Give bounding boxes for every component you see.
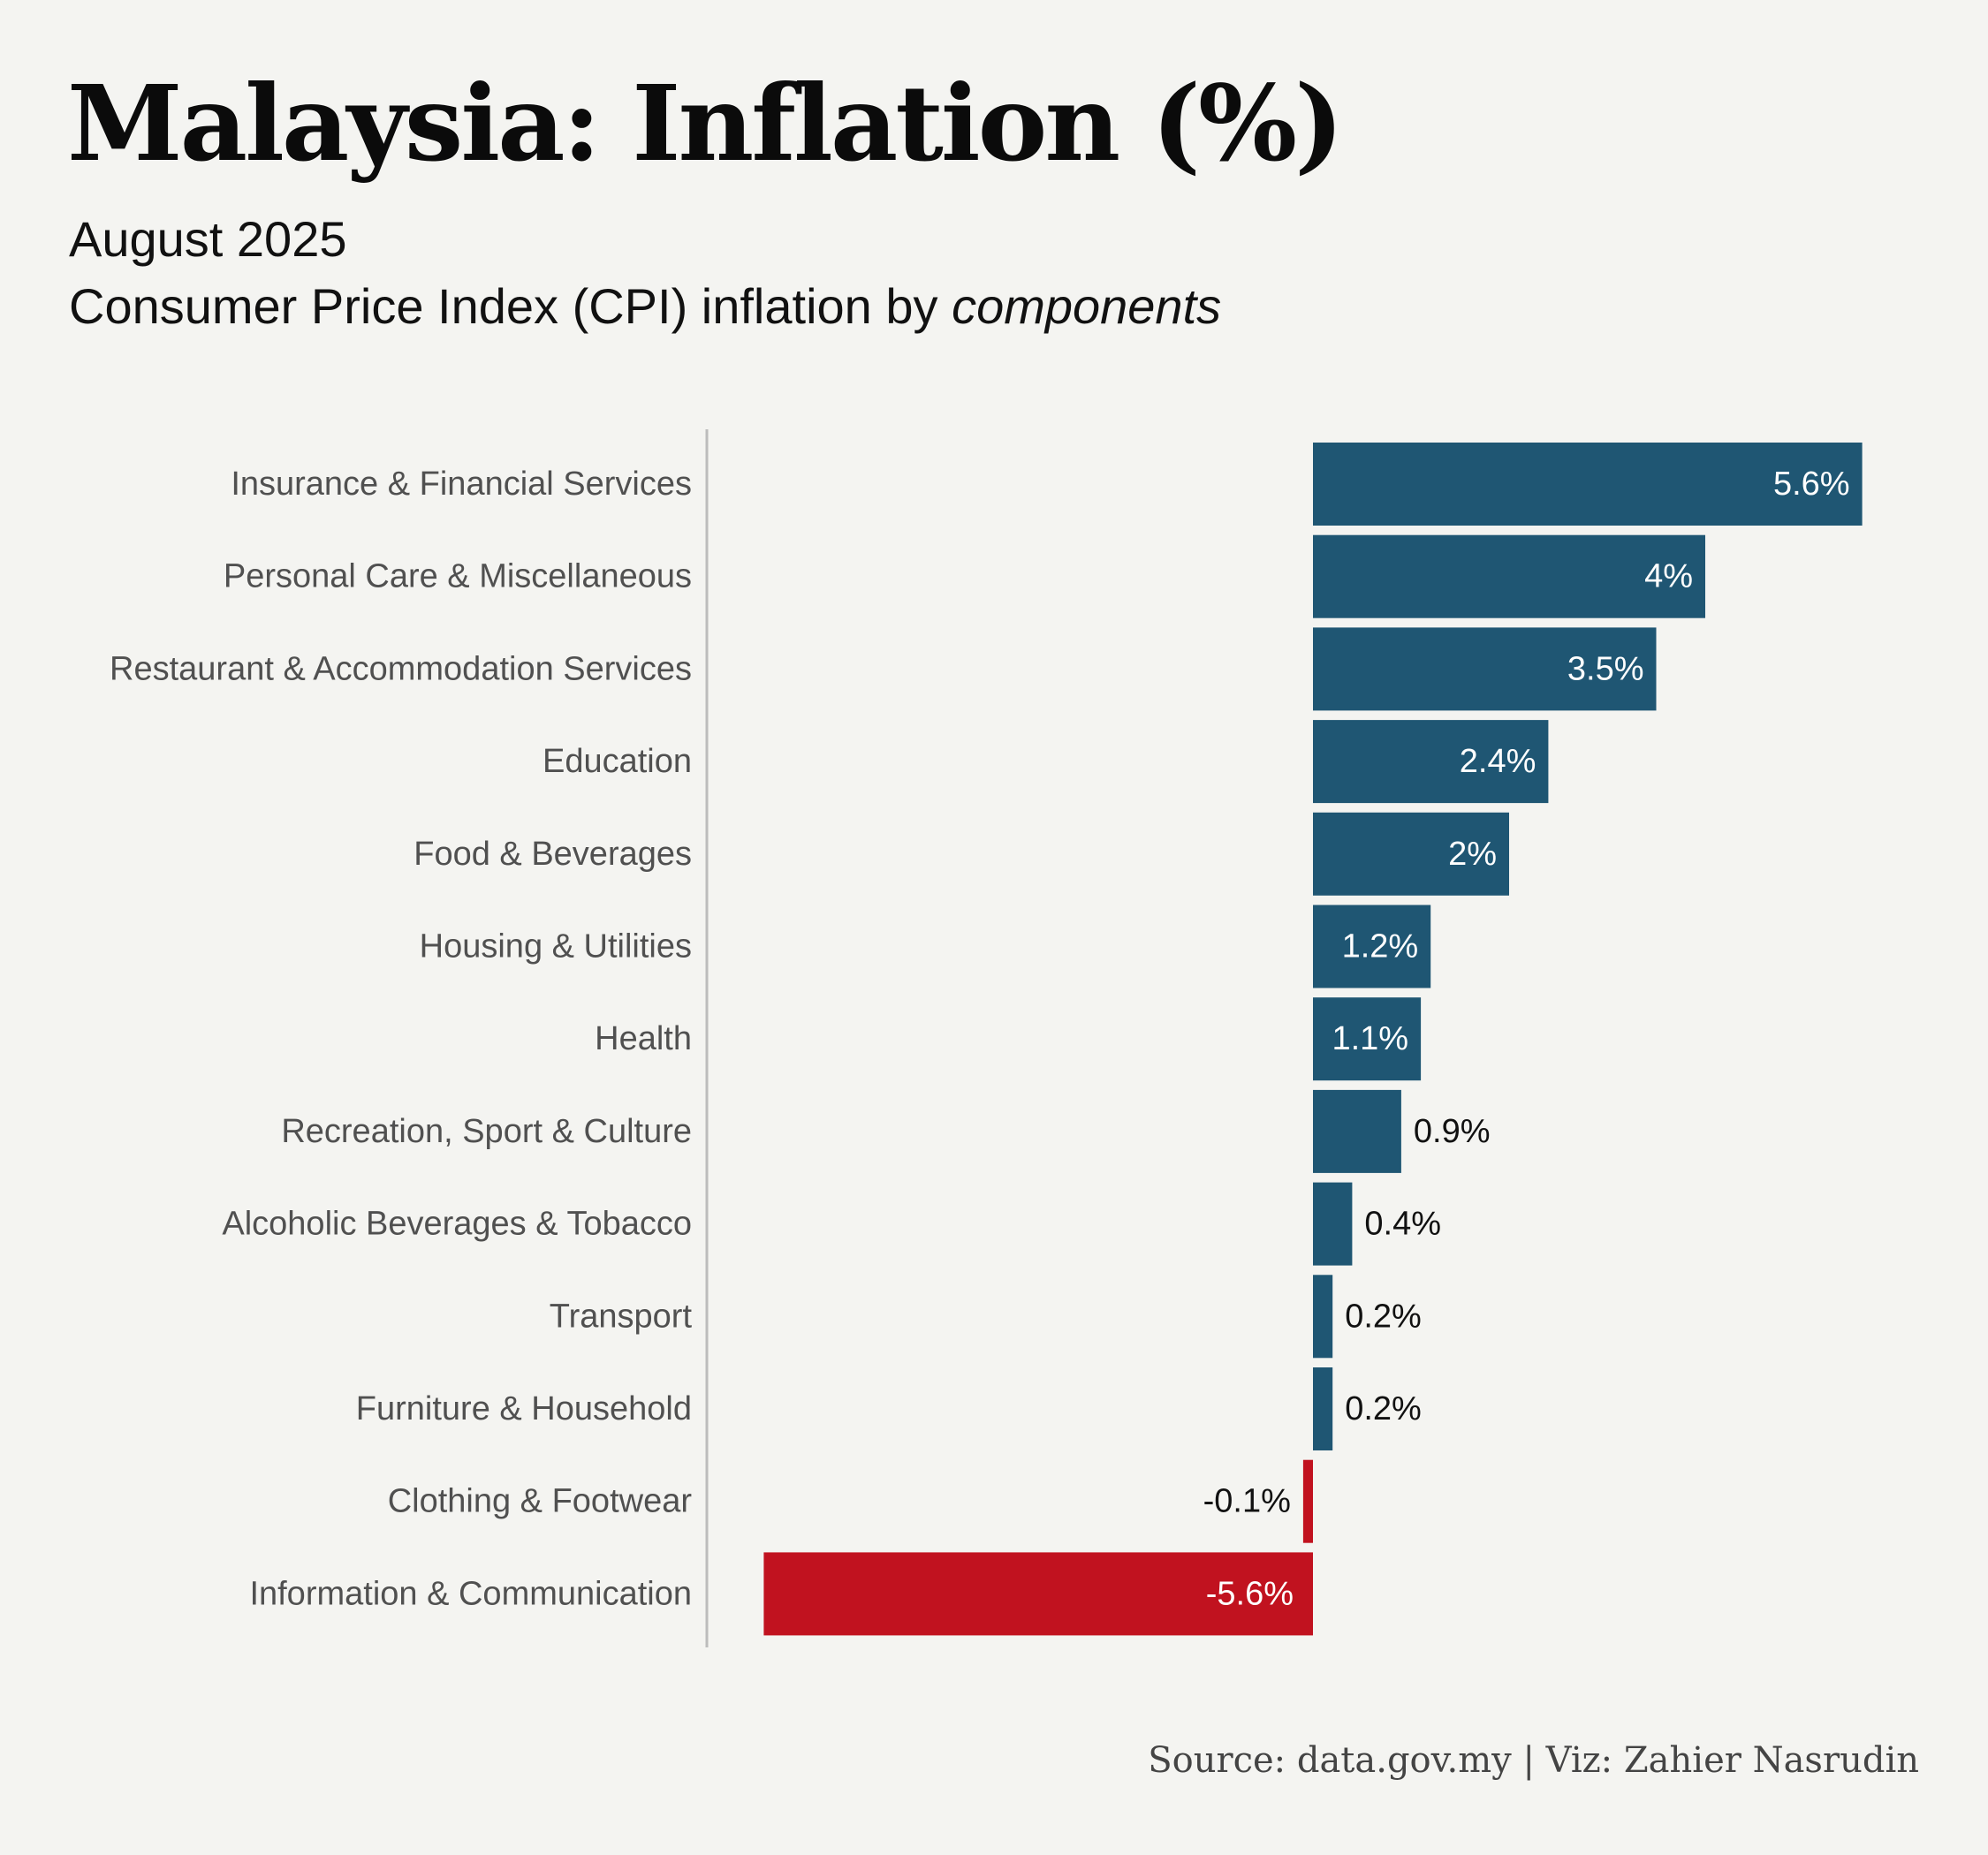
chart-subtitle-description: Consumer Price Index (CPI) inflation by …	[69, 277, 1221, 335]
category-label: Furniture & Household	[356, 1390, 692, 1427]
chart-title: Malaysia: Inflation (%)	[67, 62, 1344, 185]
category-label: Alcoholic Beverages & Tobacco	[222, 1206, 692, 1243]
category-label: Restaurant & Accommodation Services	[110, 650, 692, 687]
bar-chart: Insurance & Financial Services 5.6% Person…	[110, 429, 1863, 1647]
value-label: 3.5%	[1567, 650, 1644, 687]
category-label: Clothing & Footwear	[388, 1483, 693, 1520]
value-label: 1.2%	[1342, 928, 1419, 965]
bar	[1302, 1459, 1313, 1543]
bar	[1313, 1089, 1401, 1173]
value-label: 4%	[1644, 558, 1693, 595]
bar	[1313, 1367, 1333, 1450]
category-label: Housing & Utilities	[420, 928, 692, 965]
bar	[1313, 997, 1422, 1081]
source-credit: Source: data.gov.my | Viz: Zahier Nasrud…	[1148, 1740, 1919, 1781]
bars-group: Insurance & Financial Services 5.6% Person…	[110, 443, 1863, 1636]
value-label: 1.1%	[1332, 1020, 1408, 1057]
chart-subtitle-date: August 2025	[69, 211, 347, 267]
category-label: Education	[543, 743, 692, 780]
bar	[1313, 812, 1509, 896]
bar	[1313, 905, 1431, 988]
bar	[1313, 720, 1549, 804]
value-label: -0.1%	[1203, 1483, 1291, 1520]
bar	[1313, 534, 1705, 618]
value-label: -5.6%	[1206, 1575, 1294, 1612]
value-label: 2.4%	[1460, 743, 1537, 780]
subtitle-emphasis: components	[952, 278, 1222, 334]
value-label: 0.4%	[1364, 1206, 1441, 1243]
bar	[1313, 443, 1863, 526]
category-label: Transport	[550, 1298, 693, 1335]
value-label: 0.2%	[1345, 1390, 1422, 1427]
category-label: Personal Care & Miscellaneous	[224, 558, 692, 595]
bar	[763, 1552, 1313, 1636]
subtitle-prefix: Consumer Price Index (CPI) inflation by	[69, 278, 952, 334]
bar	[1313, 1275, 1333, 1359]
value-label: 5.6%	[1773, 466, 1850, 503]
value-label: 0.2%	[1345, 1298, 1422, 1335]
category-label: Recreation, Sport & Culture	[281, 1113, 692, 1150]
bar	[1313, 627, 1657, 711]
bar	[1313, 1182, 1353, 1266]
category-label: Insurance & Financial Services	[231, 466, 692, 503]
value-label: 2%	[1448, 836, 1497, 873]
value-label: 0.9%	[1414, 1113, 1491, 1150]
category-label: Health	[595, 1020, 692, 1057]
category-label: Food & Beverages	[414, 836, 692, 873]
category-label: Information & Communication	[249, 1575, 692, 1612]
